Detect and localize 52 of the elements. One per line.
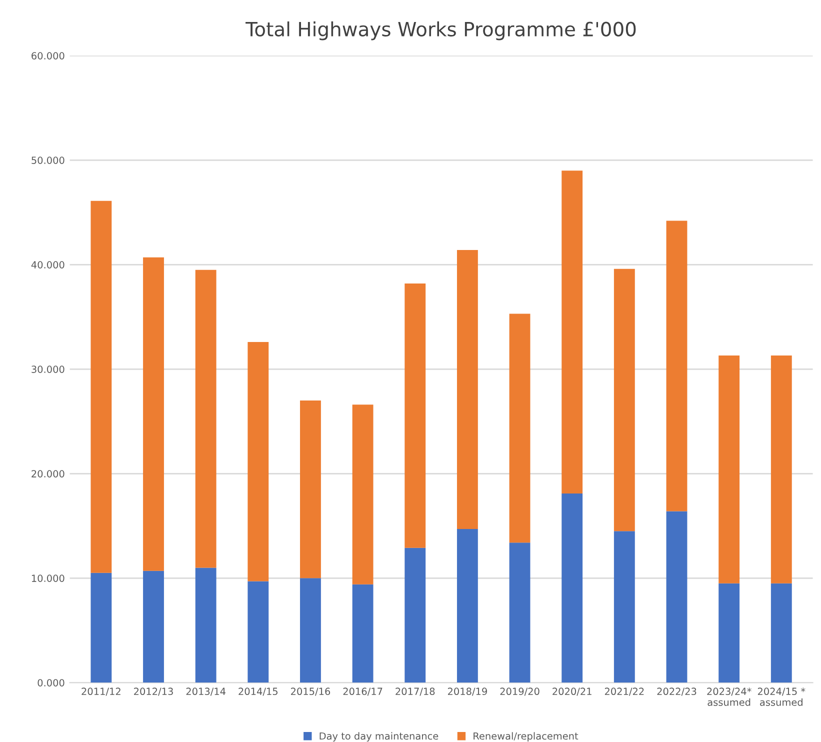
bar	[352, 584, 374, 683]
bar	[562, 170, 583, 494]
bar	[718, 583, 740, 683]
x-tick-label: 2012/13	[134, 688, 173, 696]
bar	[509, 542, 530, 683]
x-tick-label: 2011/12	[82, 688, 120, 696]
bar	[90, 572, 112, 683]
x-tick-label: 2017/18	[396, 688, 435, 696]
bar	[614, 268, 635, 532]
bar	[404, 548, 426, 683]
bar	[509, 314, 530, 543]
bar	[300, 578, 321, 683]
x-tick-label: 2022/23	[657, 688, 696, 696]
bar	[666, 220, 688, 512]
x-tick-label: 2016/17	[343, 688, 382, 696]
x-tick-label: 2013/14	[186, 688, 226, 696]
bar	[562, 494, 583, 683]
bar	[90, 200, 112, 573]
x-tick-label: 2020/21	[552, 688, 592, 696]
bar	[666, 511, 688, 683]
bar	[300, 400, 321, 578]
bar	[143, 257, 164, 571]
y-tick-label: 10.000	[32, 574, 64, 582]
y-tick-label: 40.000	[31, 261, 64, 268]
bar	[352, 404, 374, 584]
bar	[456, 250, 478, 530]
legend-label: Renewal/replacement	[474, 732, 578, 742]
bar	[456, 529, 478, 683]
bar	[195, 270, 216, 568]
y-tick-label: 30.000	[32, 366, 64, 373]
bar	[614, 531, 635, 683]
bar	[248, 342, 269, 582]
bar	[718, 356, 740, 584]
legend-label: Day to day maintenance	[320, 732, 438, 742]
x-tick-label: 2014/15	[238, 688, 278, 696]
y-tick-label: 0.000	[38, 679, 64, 686]
x-tick-label: 2019/20	[500, 688, 540, 696]
x-tick-label: 2018/19	[448, 688, 487, 696]
x-tick-label: 2023/24* assumed	[707, 688, 752, 706]
x-tick-label: 2015/16	[290, 688, 330, 696]
x-tick-label: 2021/22	[604, 688, 644, 696]
bar	[143, 570, 164, 683]
bar	[404, 283, 426, 548]
x-tick-label: 2024/15 * assumed	[758, 688, 806, 706]
bar	[195, 568, 216, 683]
bar	[770, 356, 792, 584]
y-tick-label: 20.000	[32, 470, 64, 478]
bar	[248, 581, 269, 683]
chart-title: Total Highways Works Programme £'000	[246, 21, 636, 40]
bar	[770, 583, 792, 683]
y-tick-label: 50.000	[32, 156, 64, 164]
y-tick-label: 60.000	[32, 52, 64, 60]
